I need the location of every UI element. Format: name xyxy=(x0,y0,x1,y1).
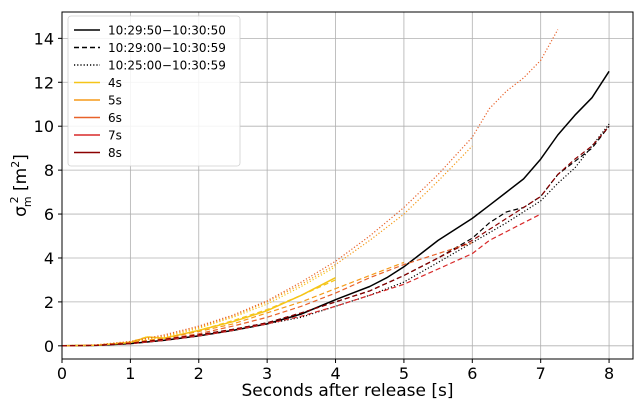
legend-box xyxy=(67,15,241,167)
x-tick-label: 5 xyxy=(399,364,409,383)
series-lines xyxy=(61,29,610,347)
y-tick-label: 14 xyxy=(34,29,54,48)
x-tick-label: 0 xyxy=(57,364,67,383)
y-axis-label-superscript: 2 xyxy=(8,196,21,203)
y-tick-label: 10 xyxy=(34,117,54,136)
legend: 10:29:50−10:30:50 10:29:00−10:30:59 10:25:… xyxy=(67,15,241,167)
y-axis-label-unit-close: ] xyxy=(11,154,31,161)
legend-label: 10:29:00−10:30:59 xyxy=(108,41,226,55)
x-tick-label: 4 xyxy=(330,364,340,383)
y-tick-label: 0 xyxy=(44,337,54,356)
legend-label: 10:25:00−10:30:59 xyxy=(108,59,226,73)
series-line xyxy=(61,213,541,347)
x-tick-label: 8 xyxy=(604,364,614,383)
series-line xyxy=(61,261,405,347)
x-tick-label: 1 xyxy=(125,364,135,383)
grid xyxy=(61,12,633,359)
legend-label: 10:29:50−10:30:50 xyxy=(108,24,226,38)
legend-label: 4s xyxy=(108,76,122,90)
x-tick-label: 6 xyxy=(467,364,477,383)
y-tick-label: 8 xyxy=(44,161,54,180)
plot-frame xyxy=(61,11,634,360)
y-axis-label-symbol: σ xyxy=(11,206,31,217)
legend-label: 7s xyxy=(108,129,122,143)
series-line xyxy=(61,123,610,347)
y-tick-label: 6 xyxy=(44,205,54,224)
y-axis-label-unit-superscript: 2 xyxy=(9,161,22,168)
y-tick-label: 12 xyxy=(34,73,54,92)
x-axis-label: Seconds after release [s] xyxy=(242,381,454,399)
y-axis-label-unit-open: [m xyxy=(11,168,31,197)
y-axis-label-subscript: m xyxy=(21,196,34,207)
y-tick-label: 4 xyxy=(44,249,54,268)
y-tick-label: 2 xyxy=(44,293,54,312)
legend-label: 8s xyxy=(108,146,122,160)
x-tick-label: 7 xyxy=(536,364,546,383)
series-line xyxy=(61,145,473,347)
legend-label: 5s xyxy=(108,94,122,108)
series-line xyxy=(61,125,610,347)
legend-label: 6s xyxy=(108,111,122,125)
y-axis-label: σm2 [m2] xyxy=(8,154,34,217)
x-tick-label: 2 xyxy=(194,364,204,383)
x-tick-label: 3 xyxy=(262,364,272,383)
